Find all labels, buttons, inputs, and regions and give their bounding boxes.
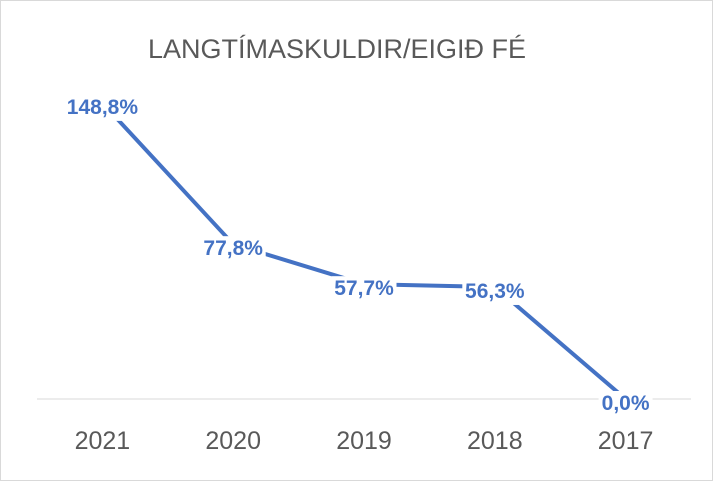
x-tick-label-2021: 2021 <box>75 427 131 455</box>
x-tick-label-2018: 2018 <box>467 427 523 455</box>
data-label-background <box>331 276 397 303</box>
x-tick-label-2019: 2019 <box>336 427 392 455</box>
series-line <box>100 100 628 401</box>
data-label-2020: 77,8% <box>203 237 263 260</box>
series-group <box>100 100 628 401</box>
data-label-background <box>462 278 528 305</box>
data-label-background <box>598 391 653 417</box>
x-tick-label-2017: 2017 <box>598 427 654 455</box>
data-label-background <box>64 94 141 121</box>
data-labels: 148,8% 77,8% 57,7% 56,3% 0,0% <box>64 94 653 417</box>
data-label-2018: 56,3% <box>465 280 525 303</box>
data-label-2017: 0,0% <box>602 392 650 415</box>
data-label-2021: 148,8% <box>67 96 139 119</box>
data-label-background <box>200 236 266 263</box>
x-tick-label-2020: 2020 <box>205 427 261 455</box>
chart-title: LANGTÍMASKULDIR/EIGIÐ FÉ <box>148 34 526 64</box>
data-label-2019: 57,7% <box>334 277 394 300</box>
x-axis-ticks: 2021 2020 2019 2018 2017 <box>75 427 654 455</box>
